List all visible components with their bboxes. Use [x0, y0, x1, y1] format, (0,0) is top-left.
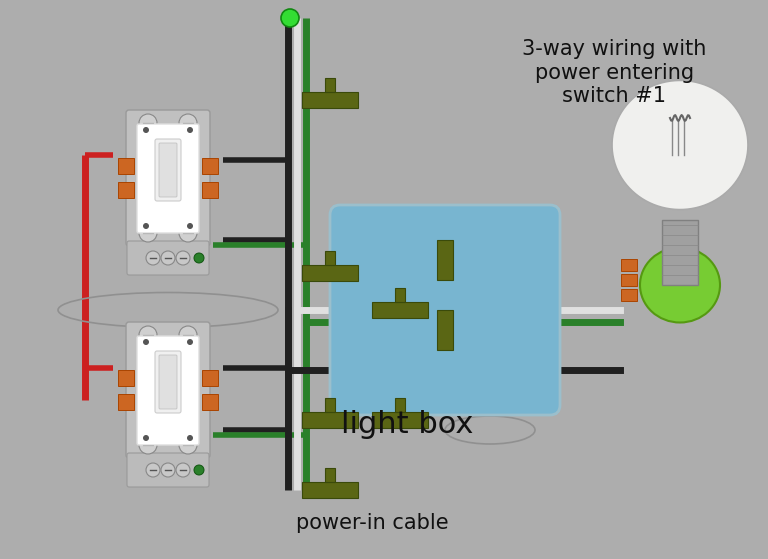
Bar	[372, 302, 428, 318]
Ellipse shape	[640, 248, 720, 323]
Circle shape	[281, 9, 299, 27]
FancyBboxPatch shape	[330, 205, 560, 415]
FancyBboxPatch shape	[127, 453, 209, 487]
Text: 3-way wiring with
power entering
switch #1: 3-way wiring with power entering switch …	[522, 40, 707, 106]
Circle shape	[179, 114, 197, 132]
Circle shape	[161, 463, 175, 477]
FancyBboxPatch shape	[126, 322, 210, 458]
FancyBboxPatch shape	[137, 124, 199, 233]
FancyBboxPatch shape	[127, 241, 209, 275]
FancyBboxPatch shape	[137, 336, 199, 445]
Circle shape	[187, 339, 193, 345]
Circle shape	[139, 326, 157, 344]
Bar	[302, 482, 358, 498]
Text: light box: light box	[341, 410, 473, 439]
FancyBboxPatch shape	[621, 289, 637, 301]
Circle shape	[139, 114, 157, 132]
FancyBboxPatch shape	[118, 370, 134, 386]
Circle shape	[179, 326, 197, 344]
Circle shape	[194, 253, 204, 263]
FancyBboxPatch shape	[159, 355, 177, 409]
Circle shape	[139, 436, 157, 454]
Circle shape	[187, 435, 193, 441]
Bar	[372, 412, 428, 428]
FancyBboxPatch shape	[202, 394, 218, 410]
Circle shape	[143, 435, 149, 441]
Circle shape	[143, 223, 149, 229]
Bar	[395, 288, 405, 302]
Circle shape	[139, 224, 157, 242]
Polygon shape	[612, 80, 748, 210]
Text: power-in cable: power-in cable	[296, 513, 449, 533]
Circle shape	[146, 463, 160, 477]
Bar	[325, 78, 335, 92]
Circle shape	[179, 224, 197, 242]
Circle shape	[161, 251, 175, 265]
Circle shape	[146, 251, 160, 265]
Bar	[662, 220, 698, 285]
FancyBboxPatch shape	[155, 351, 181, 413]
FancyBboxPatch shape	[621, 259, 637, 271]
FancyBboxPatch shape	[118, 182, 134, 198]
FancyBboxPatch shape	[202, 182, 218, 198]
FancyBboxPatch shape	[621, 274, 637, 286]
Bar	[302, 412, 358, 428]
FancyBboxPatch shape	[159, 143, 177, 197]
Bar	[302, 265, 358, 281]
Bar	[302, 92, 358, 108]
Circle shape	[143, 339, 149, 345]
Bar	[325, 398, 335, 412]
Bar	[325, 468, 335, 482]
Circle shape	[187, 127, 193, 133]
Bar	[437, 310, 453, 350]
FancyBboxPatch shape	[118, 158, 134, 174]
Bar	[325, 251, 335, 265]
Circle shape	[176, 251, 190, 265]
FancyBboxPatch shape	[126, 110, 210, 246]
Circle shape	[143, 127, 149, 133]
FancyBboxPatch shape	[202, 158, 218, 174]
Circle shape	[194, 465, 204, 475]
Circle shape	[187, 223, 193, 229]
Bar	[395, 398, 405, 412]
FancyBboxPatch shape	[155, 139, 181, 201]
FancyBboxPatch shape	[202, 370, 218, 386]
FancyBboxPatch shape	[118, 394, 134, 410]
Circle shape	[176, 463, 190, 477]
Circle shape	[179, 436, 197, 454]
Bar	[437, 240, 453, 280]
